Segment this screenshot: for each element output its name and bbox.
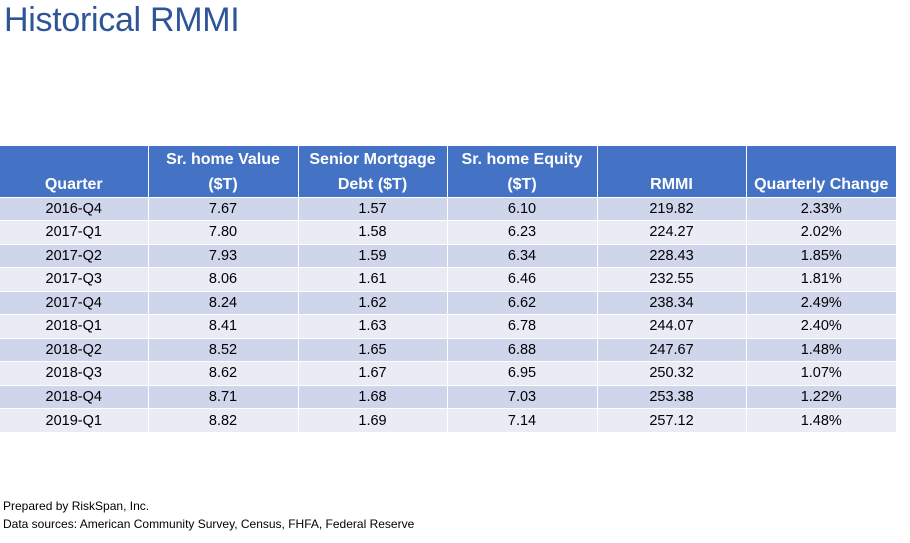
cell-mortgage-debt: 1.57 xyxy=(298,196,448,221)
cell-rmmi: 244.07 xyxy=(597,314,747,338)
table-row: 2016-Q4 7.67 1.57 6.10 219.82 2.33% xyxy=(0,196,896,221)
cell-rmmi: 224.27 xyxy=(597,220,747,244)
cell-home-value: 8.41 xyxy=(148,314,299,338)
header-home-equity: Sr. home Equity ($T) xyxy=(447,146,598,197)
table-row: 2018-Q2 8.52 1.65 6.88 247.67 1.48% xyxy=(0,337,896,362)
cell-home-value: 8.82 xyxy=(148,408,299,432)
table-header-row: Quarter Sr. home Value ($T) Senior Mortga… xyxy=(0,146,896,197)
cell-rmmi: 253.38 xyxy=(597,384,747,409)
cell-quarterly-change: 1.85% xyxy=(746,243,896,268)
page-title: Historical RMMI xyxy=(4,1,240,39)
table-row: 2018-Q3 8.62 1.67 6.95 250.32 1.07% xyxy=(0,361,896,385)
cell-home-equity: 6.88 xyxy=(447,337,598,362)
cell-home-equity: 6.46 xyxy=(447,267,598,291)
cell-home-value: 7.93 xyxy=(148,243,299,268)
cell-quarter: 2018-Q2 xyxy=(0,337,149,362)
table-row: 2019-Q1 8.82 1.69 7.14 257.12 1.48% xyxy=(0,408,896,432)
header-home-value: Sr. home Value ($T) xyxy=(148,146,299,197)
cell-mortgage-debt: 1.63 xyxy=(298,314,448,338)
cell-quarter: 2018-Q3 xyxy=(0,361,149,385)
cell-home-value: 7.80 xyxy=(148,220,299,244)
cell-quarter: 2016-Q4 xyxy=(0,196,149,221)
cell-quarterly-change: 2.02% xyxy=(746,220,896,244)
cell-mortgage-debt: 1.69 xyxy=(298,408,448,432)
cell-home-equity: 6.34 xyxy=(447,243,598,268)
cell-rmmi: 238.34 xyxy=(597,290,747,315)
cell-home-equity: 7.14 xyxy=(447,408,598,432)
cell-quarter: 2018-Q4 xyxy=(0,384,149,409)
table-row: 2017-Q3 8.06 1.61 6.46 232.55 1.81% xyxy=(0,267,896,291)
cell-rmmi: 257.12 xyxy=(597,408,747,432)
cell-home-value: 8.24 xyxy=(148,290,299,315)
cell-quarter: 2017-Q3 xyxy=(0,267,149,291)
cell-quarter: 2019-Q1 xyxy=(0,408,149,432)
cell-mortgage-debt: 1.61 xyxy=(298,267,448,291)
header-quarter: Quarter xyxy=(0,146,149,197)
table-row: 2017-Q4 8.24 1.62 6.62 238.34 2.49% xyxy=(0,290,896,315)
cell-quarterly-change: 1.48% xyxy=(746,408,896,432)
cell-quarterly-change: 2.33% xyxy=(746,196,896,221)
table-row: 2017-Q1 7.80 1.58 6.23 224.27 2.02% xyxy=(0,220,896,244)
cell-quarter: 2017-Q2 xyxy=(0,243,149,268)
cell-rmmi: 247.67 xyxy=(597,337,747,362)
cell-home-equity: 6.78 xyxy=(447,314,598,338)
cell-home-value: 8.62 xyxy=(148,361,299,385)
cell-home-equity: 6.10 xyxy=(447,196,598,221)
cell-quarterly-change: 2.49% xyxy=(746,290,896,315)
cell-home-equity: 7.03 xyxy=(447,384,598,409)
cell-home-value: 7.67 xyxy=(148,196,299,221)
cell-mortgage-debt: 1.59 xyxy=(298,243,448,268)
cell-quarter: 2018-Q1 xyxy=(0,314,149,338)
cell-quarter: 2017-Q4 xyxy=(0,290,149,315)
cell-rmmi: 250.32 xyxy=(597,361,747,385)
cell-home-equity: 6.62 xyxy=(447,290,598,315)
table-row: 2017-Q2 7.93 1.59 6.34 228.43 1.85% xyxy=(0,243,896,268)
cell-quarterly-change: 1.81% xyxy=(746,267,896,291)
prepared-by-text: Prepared by RiskSpan, Inc. xyxy=(3,499,150,513)
cell-quarterly-change: 1.22% xyxy=(746,384,896,409)
cell-quarterly-change: 1.48% xyxy=(746,337,896,362)
footer-notes: Prepared by RiskSpan, Inc. Data sources:… xyxy=(3,497,414,533)
cell-rmmi: 232.55 xyxy=(597,267,747,291)
cell-mortgage-debt: 1.58 xyxy=(298,220,448,244)
cell-home-value: 8.06 xyxy=(148,267,299,291)
cell-mortgage-debt: 1.67 xyxy=(298,361,448,385)
data-sources-text: Data sources: American Community Survey,… xyxy=(3,517,415,531)
header-quarterly-change: Quarterly Change xyxy=(746,146,896,197)
rmmi-table: Quarter Sr. home Value ($T) Senior Mortga… xyxy=(0,146,896,432)
cell-home-value: 8.71 xyxy=(148,384,299,409)
cell-quarter: 2017-Q1 xyxy=(0,220,149,244)
cell-rmmi: 219.82 xyxy=(597,196,747,221)
cell-home-equity: 6.23 xyxy=(447,220,598,244)
cell-mortgage-debt: 1.68 xyxy=(298,384,448,409)
cell-mortgage-debt: 1.65 xyxy=(298,337,448,362)
cell-quarterly-change: 1.07% xyxy=(746,361,896,385)
cell-mortgage-debt: 1.62 xyxy=(298,290,448,315)
header-rmmi: RMMI xyxy=(597,146,747,197)
header-mortgage-debt: Senior Mortgage Debt ($T) xyxy=(298,146,448,197)
cell-home-equity: 6.95 xyxy=(447,361,598,385)
cell-quarterly-change: 2.40% xyxy=(746,314,896,338)
cell-home-value: 8.52 xyxy=(148,337,299,362)
table-row: 2018-Q4 8.71 1.68 7.03 253.38 1.22% xyxy=(0,384,896,409)
cell-rmmi: 228.43 xyxy=(597,243,747,268)
table-row: 2018-Q1 8.41 1.63 6.78 244.07 2.40% xyxy=(0,314,896,338)
